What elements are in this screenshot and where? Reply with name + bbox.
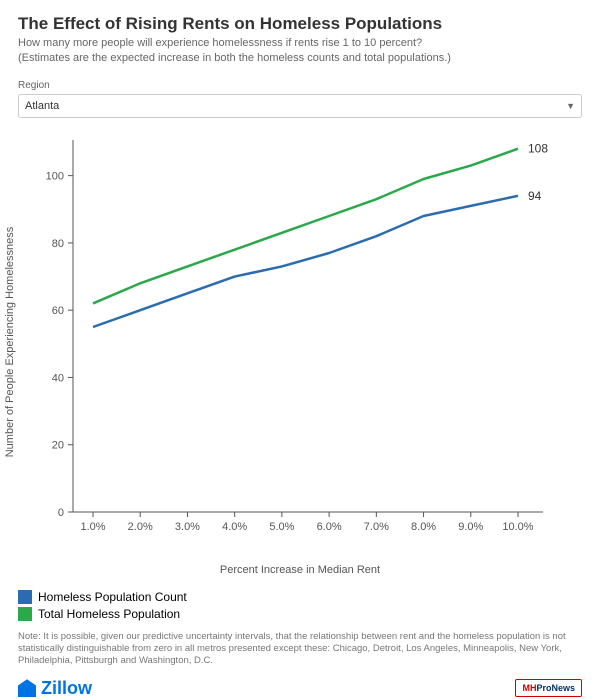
footer: Zillow MHProNews xyxy=(18,678,582,699)
mhpronews-badge: MHProNews xyxy=(515,679,582,697)
house-icon xyxy=(18,679,36,697)
subtitle-line1: How many more people will experience hom… xyxy=(18,37,422,49)
svg-text:0: 0 xyxy=(58,507,64,519)
legend: Homeless Population Count Total Homeless… xyxy=(18,590,582,621)
legend-label: Homeless Population Count xyxy=(38,590,187,604)
svg-text:20: 20 xyxy=(52,439,64,451)
region-selected-value: Atlanta xyxy=(25,100,59,112)
legend-label: Total Homeless Population xyxy=(38,607,180,621)
svg-text:108: 108 xyxy=(528,141,548,155)
svg-text:2.0%: 2.0% xyxy=(128,521,153,533)
svg-text:100: 100 xyxy=(46,170,64,182)
y-axis-label: Number of People Experiencing Homelessne… xyxy=(4,226,16,457)
svg-text:6.0%: 6.0% xyxy=(317,521,342,533)
svg-text:60: 60 xyxy=(52,305,64,317)
page-title: The Effect of Rising Rents on Homeless P… xyxy=(18,14,582,34)
line-chart: Number of People Experiencing Homelessne… xyxy=(18,132,582,552)
svg-text:94: 94 xyxy=(528,189,542,203)
zillow-brand-text: Zillow xyxy=(41,678,92,699)
svg-text:40: 40 xyxy=(52,372,64,384)
legend-swatch xyxy=(18,590,32,604)
svg-text:1.0%: 1.0% xyxy=(80,521,105,533)
subtitle-line2: (Estimates are the expected increase in … xyxy=(18,52,451,64)
footnote: Note: It is possible, given our predicti… xyxy=(18,631,582,668)
svg-text:3.0%: 3.0% xyxy=(175,521,200,533)
page-subtitle: How many more people will experience hom… xyxy=(18,36,582,66)
legend-item: Homeless Population Count xyxy=(18,590,582,604)
legend-item: Total Homeless Population xyxy=(18,607,582,621)
svg-text:8.0%: 8.0% xyxy=(411,521,436,533)
svg-text:80: 80 xyxy=(52,238,64,250)
x-axis-label: Percent Increase in Median Rent xyxy=(18,564,582,576)
region-select[interactable]: Atlanta ▼ xyxy=(18,94,582,118)
svg-text:9.0%: 9.0% xyxy=(458,521,483,533)
svg-text:5.0%: 5.0% xyxy=(269,521,294,533)
region-label: Region xyxy=(18,80,582,91)
mhpro-prefix: MH xyxy=(522,683,536,693)
svg-text:4.0%: 4.0% xyxy=(222,521,247,533)
mhpro-suffix: ProNews xyxy=(536,683,575,693)
zillow-logo: Zillow xyxy=(18,678,92,699)
chart-svg: 0 20 40 60 80 100 1.0% 2.0% 3.0% 4.0% 5.0% 6.0% 7.0%… xyxy=(18,132,582,552)
svg-text:10.0%: 10.0% xyxy=(502,521,533,533)
svg-text:7.0%: 7.0% xyxy=(364,521,389,533)
legend-swatch xyxy=(18,607,32,621)
chevron-down-icon: ▼ xyxy=(566,101,575,111)
